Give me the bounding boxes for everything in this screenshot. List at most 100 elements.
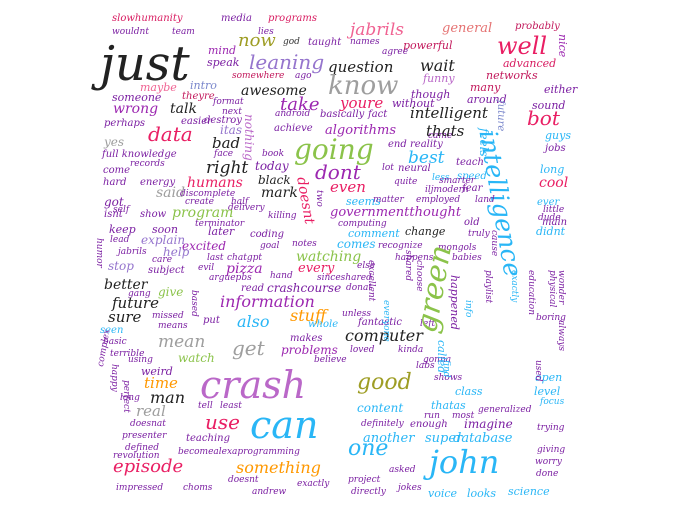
word-achieve: achieve: [274, 123, 313, 134]
word-killing: killing: [268, 211, 297, 221]
word-now: now: [238, 30, 276, 51]
word-believe: believe: [314, 355, 347, 365]
word-delivery: delivery: [228, 203, 265, 213]
word-create: create: [185, 197, 214, 207]
word-happens: happens: [395, 253, 434, 263]
word-fear: fear: [462, 183, 483, 194]
word-itas: itas: [220, 123, 242, 137]
word-also: also: [237, 312, 270, 331]
word-neural: neural: [398, 163, 431, 174]
word-choms: choms: [183, 483, 213, 493]
word-find: find: [441, 360, 451, 378]
word-content: content: [357, 401, 404, 415]
word-missed: missed: [152, 311, 184, 321]
word-discomplete: discomplete: [180, 189, 236, 199]
word-bot: bot: [527, 106, 560, 130]
word-voice: voice: [428, 487, 458, 500]
word-black: black: [258, 173, 291, 187]
word-boring: boring: [536, 313, 566, 323]
word-class: class: [455, 385, 483, 398]
word-format: format: [213, 97, 244, 107]
word-thatas: thatas: [431, 399, 466, 412]
word-comes: comes: [337, 237, 376, 251]
word-happened: happened: [448, 275, 461, 330]
word-nice: nice: [556, 34, 569, 58]
word-long: long: [120, 393, 140, 403]
word-main: main: [542, 217, 568, 228]
word-easier: easier: [181, 116, 212, 127]
word-came: came: [428, 131, 453, 141]
word-show: show: [140, 209, 167, 220]
word-pizza: pizza: [226, 261, 263, 277]
word-mean: mean: [158, 332, 206, 352]
word-powerful: powerful: [403, 39, 453, 52]
word-doesnt: doesnt: [228, 475, 259, 485]
word-jobs: jobs: [545, 143, 566, 154]
word-lot: lot: [382, 163, 394, 173]
word-notes: notes: [292, 239, 317, 249]
word-impressed: impressed: [116, 483, 164, 493]
word-better: better: [104, 277, 148, 293]
word-unless: unless: [342, 309, 372, 319]
word-directly: directly: [351, 487, 386, 497]
word-didnt: didnt: [536, 225, 566, 238]
word-quite: quite: [394, 177, 418, 187]
word-weird: weird: [141, 365, 173, 378]
word-explain: explain: [141, 233, 186, 247]
word-someone: someone: [112, 91, 162, 104]
word-excited: excited: [182, 239, 227, 253]
word-presenter: presenter: [122, 431, 167, 441]
word-revolution: revolution: [113, 451, 160, 461]
word-programs: programs: [268, 13, 317, 24]
word-care: care: [152, 255, 173, 265]
word-perhaps: perhaps: [104, 118, 146, 129]
word-governmentthought: governmentthought: [330, 205, 462, 220]
word-episode: episode: [113, 456, 184, 477]
word-take: take: [280, 94, 320, 115]
word-level: level: [534, 385, 561, 398]
word-imagine: imagine: [464, 417, 513, 431]
word-watch: watch: [178, 351, 215, 365]
word-least: least: [220, 401, 242, 411]
word-man: man: [150, 388, 186, 407]
word-basically: basically: [320, 109, 365, 120]
word-humor: humor: [94, 238, 104, 268]
word-taught: taught: [308, 37, 342, 48]
word-information: information: [220, 292, 315, 311]
word-program: program: [172, 205, 234, 221]
word-leaning: leaning: [249, 50, 325, 74]
word-based: based: [189, 290, 199, 317]
word-donat: donat: [346, 283, 372, 293]
word-god: god: [283, 37, 300, 47]
word-project: project: [348, 475, 381, 485]
word-another: another: [363, 431, 415, 446]
word-full-knowledge: full knowledge: [102, 149, 177, 160]
word-something: something: [236, 458, 321, 477]
word-little: little: [543, 205, 565, 215]
word-help: help: [163, 245, 190, 259]
word-dude: dude: [538, 213, 561, 223]
word-doesnt: doesnt: [293, 175, 318, 226]
word-can: can: [250, 403, 319, 447]
word-team: team: [172, 27, 195, 37]
word-super: super: [425, 431, 463, 446]
word-evil: evil: [198, 263, 215, 273]
word-even: even: [330, 178, 366, 196]
word-used: used: [533, 360, 543, 382]
word-maybe: maybe: [140, 81, 177, 94]
word-loved: loved: [350, 345, 375, 355]
word-wouldnt: wouldnt: [112, 27, 149, 37]
word-reality: reality: [410, 139, 443, 150]
word-networks: networks: [486, 69, 538, 82]
word-records: records: [130, 159, 165, 169]
word-jabrils: jabrils: [118, 247, 147, 257]
word-intro: intro: [190, 79, 217, 92]
word-less: less: [432, 173, 450, 183]
word-come: come: [103, 165, 131, 176]
word-yes: yes: [104, 135, 125, 149]
word-mark: mark: [261, 185, 298, 201]
word-open: open: [535, 371, 563, 384]
word-everyone: everyone: [381, 300, 391, 342]
word-perfect: perfect: [121, 380, 131, 413]
